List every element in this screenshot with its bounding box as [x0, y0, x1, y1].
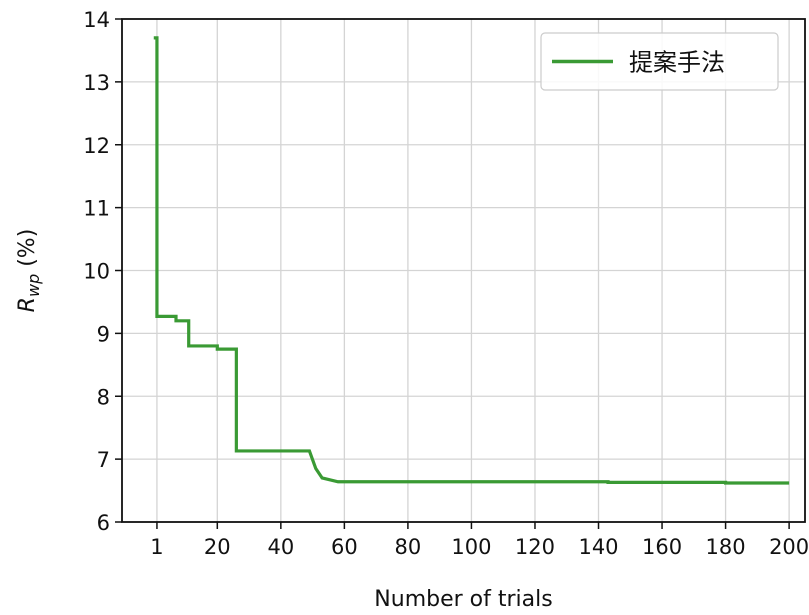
legend-box	[540, 32, 779, 91]
y-axis-title-unit: (%)	[15, 229, 40, 274]
y-axis-title-subscript: wp	[24, 274, 43, 297]
x-tick-label: 1	[150, 535, 163, 559]
x-tick-label: 200	[769, 535, 809, 559]
x-axis-title: Number of trials	[374, 587, 552, 612]
series-layer	[153, 36, 790, 485]
x-tick-label: 40	[267, 535, 294, 559]
x-tick-label: 140	[578, 535, 618, 559]
x-tick-label: 160	[642, 535, 682, 559]
legend-label: 提案手法	[629, 49, 725, 77]
y-tick-label: 12	[83, 134, 110, 158]
y-tick-label: 14	[83, 8, 110, 32]
y-axis-title: Rwp (%)	[15, 229, 43, 313]
y-tick-label: 9	[97, 322, 110, 346]
y-tick-label: 10	[83, 260, 110, 284]
x-tick-label: 20	[204, 535, 231, 559]
x-tick-label: 80	[395, 535, 422, 559]
x-tick-label: 120	[515, 535, 555, 559]
x-axis-ticks: 1 20 40 60 80 100 120 140 160 180 200	[150, 522, 809, 559]
y-tick-label: 6	[97, 511, 110, 535]
x-tick-label: 180	[706, 535, 746, 559]
y-tick-label: 13	[83, 71, 110, 95]
y-tick-label: 11	[83, 197, 110, 221]
series-line	[153, 36, 790, 485]
y-tick-label: 8	[97, 385, 110, 409]
y-tick-label: 7	[97, 448, 110, 472]
x-tick-label: 100	[451, 535, 491, 559]
y-axis-title-main: R	[15, 297, 40, 312]
legend: 提案手法	[540, 32, 779, 91]
x-tick-label: 60	[331, 535, 358, 559]
y-axis-ticks: 6 7 8 9 10 11 12 13 14	[83, 8, 122, 535]
